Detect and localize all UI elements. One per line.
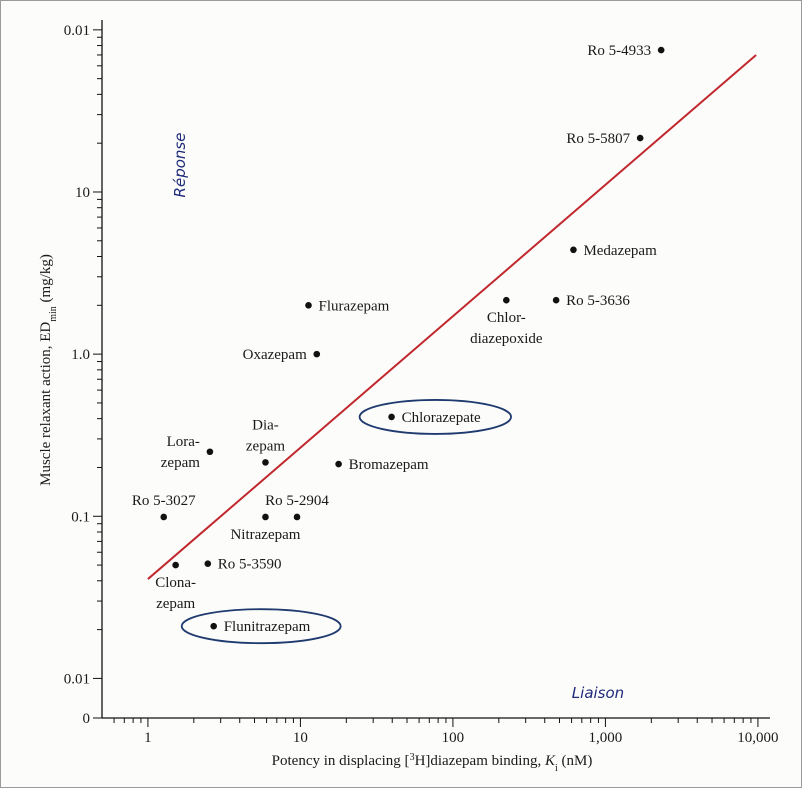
- y_label-part: Muscle relaxant action, ED: [38, 322, 54, 486]
- x-axis-label: Potency in displacing [3H]diazepam bindi…: [272, 752, 593, 774]
- y-tick-label: 0.1: [71, 509, 90, 525]
- x-tick-label: 1: [144, 730, 152, 746]
- y-tick-label: 1.0: [71, 347, 90, 363]
- y-tick-label: 0.01: [64, 23, 90, 39]
- x_label-part: (nM): [558, 753, 593, 769]
- point-label: Ro 5-5807: [566, 131, 630, 147]
- x_label-part: K: [544, 753, 556, 769]
- point-label: Ro 5-2904: [265, 493, 329, 509]
- point-label: Chlor-: [487, 310, 526, 326]
- point: [636, 134, 644, 142]
- highlight-ellipse: [180, 608, 342, 645]
- x-tick-label: 10: [293, 730, 308, 746]
- point-label: Ro 5-3590: [218, 557, 282, 573]
- annotation: Liaison: [572, 684, 624, 702]
- point: [160, 513, 168, 521]
- x_label-part: Potency in displacing [: [272, 753, 410, 769]
- point: [313, 350, 321, 358]
- point: [293, 513, 301, 521]
- annotation: Réponse: [171, 133, 189, 198]
- point: [570, 246, 577, 254]
- point-label: Bromazepam: [349, 457, 429, 473]
- point: [262, 459, 269, 466]
- point: [552, 296, 560, 304]
- point-label: zepam: [246, 438, 285, 454]
- point: [210, 622, 217, 630]
- point-label: zepam: [161, 455, 200, 471]
- point-label: Flurazepam: [319, 298, 390, 314]
- point-label: Chlorazepate: [402, 410, 481, 426]
- point: [262, 513, 269, 521]
- point-label: Lora-: [167, 434, 200, 450]
- y-axis-label: Muscle relaxant action, EDmin (mg/kg): [38, 254, 59, 486]
- point: [204, 560, 212, 567]
- point-label: Medazepam: [583, 243, 657, 259]
- point: [388, 413, 395, 421]
- point-label: Ro 5-4933: [587, 43, 651, 59]
- x-tick-label: 100: [442, 730, 465, 746]
- x-tick-label: 1,000: [589, 730, 623, 746]
- y-tick-label: 0.01: [64, 671, 90, 687]
- y_label-part: min: [48, 306, 59, 322]
- point-label: Clona-: [155, 575, 196, 591]
- point: [206, 448, 214, 456]
- point-label: Flunitrazepam: [224, 619, 311, 635]
- point-label: Dia-: [252, 417, 279, 433]
- point: [172, 561, 179, 569]
- point-label: diazepoxide: [470, 331, 543, 347]
- point: [335, 460, 342, 468]
- point-label: Ro 5-3636: [566, 293, 630, 309]
- point: [657, 46, 665, 54]
- y_label-part: (mg/kg): [38, 254, 54, 306]
- y-tick-label: 0: [83, 711, 91, 727]
- x-tick-label: 10,000: [737, 730, 778, 746]
- point-label: Nitrazepam: [230, 527, 300, 543]
- point: [503, 296, 510, 304]
- x_label-part: H]diazepam binding,: [415, 753, 545, 769]
- point-label: Oxazepam: [243, 347, 307, 363]
- x_label-part: i: [555, 763, 558, 774]
- highlight-ellipse: [358, 399, 512, 435]
- x_label-part: 3: [410, 752, 415, 763]
- y-tick-label: 10: [75, 185, 90, 201]
- fit-line: [147, 54, 757, 580]
- point-label: Ro 5-3027: [132, 493, 196, 509]
- point-label: zepam: [156, 596, 195, 612]
- point: [305, 302, 312, 309]
